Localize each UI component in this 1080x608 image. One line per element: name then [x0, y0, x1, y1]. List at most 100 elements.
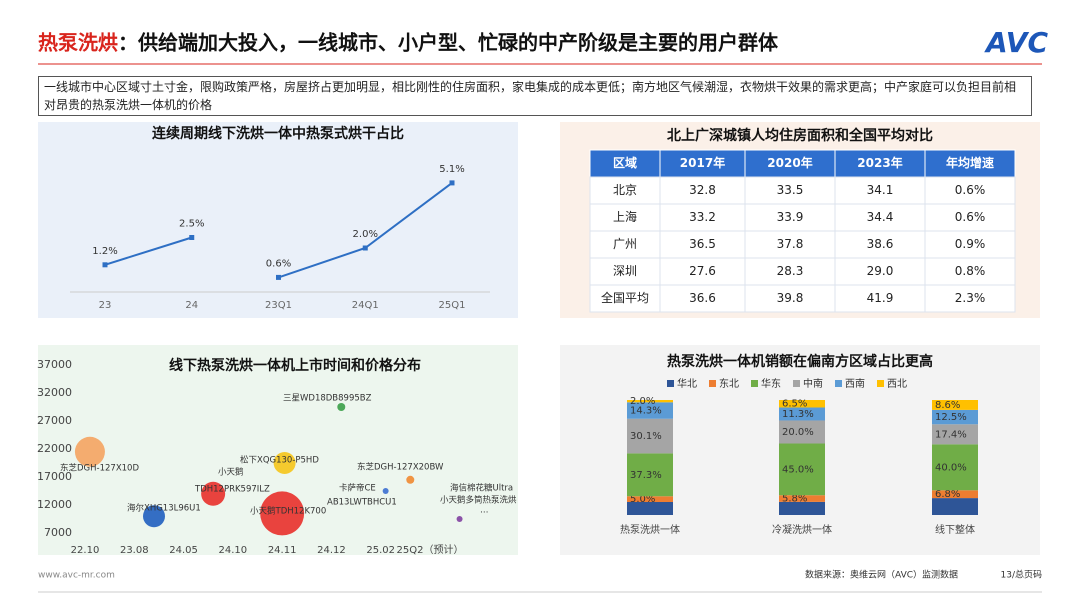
point — [189, 235, 195, 240]
legend-swatch — [877, 380, 884, 387]
legend-swatch — [709, 380, 716, 387]
legend-label: 西南 — [845, 377, 865, 390]
table-cell — [589, 284, 661, 313]
x-tick-label: 24Q1 — [352, 300, 379, 311]
bubble — [273, 452, 296, 474]
table-cell-text: 28.3 — [777, 264, 804, 278]
data-label: 2.0% — [630, 396, 655, 407]
logo: AVC — [984, 26, 1048, 59]
bar-segment — [779, 495, 825, 502]
data-label: 11.3% — [782, 409, 814, 420]
data-label: 17.4% — [935, 429, 967, 440]
table-cell-text: 41.9 — [867, 291, 894, 305]
x-tick-label: 25.02 — [366, 545, 395, 556]
point — [449, 180, 455, 186]
data-label: 5.8% — [782, 494, 807, 505]
data-label: 12.5% — [935, 412, 967, 423]
table-cell-text: 39.8 — [777, 291, 804, 305]
data-label: 5.0% — [630, 494, 655, 505]
data-label: 40.0% — [935, 462, 967, 473]
legend-swatch — [751, 380, 758, 387]
data-label: 5.1% — [439, 164, 464, 175]
table-cell-text: 广州 — [613, 237, 637, 251]
table-cell-text: 北京 — [613, 183, 637, 197]
table-cell — [924, 176, 1016, 205]
legend-label: 东北 — [719, 377, 739, 390]
table-cell — [924, 257, 1016, 286]
table-header: 2017年 — [680, 155, 725, 170]
table-cell-text: 34.1 — [867, 183, 894, 197]
table-cell-text: 27.6 — [689, 264, 716, 278]
table-cell — [834, 176, 926, 205]
data-label: 45.0% — [782, 464, 814, 475]
point-label: 小天鹅TDH12K700 — [250, 506, 326, 517]
table-title: 北上广深城镇人均住房面积和全国平均对比 — [667, 127, 933, 144]
data-label: 2.5% — [179, 219, 204, 230]
panel — [38, 122, 518, 318]
table-cell — [834, 284, 926, 313]
legend-label: 西北 — [887, 378, 907, 390]
y-tick-label: 27000 — [37, 414, 72, 427]
table-cell-text: 33.5 — [777, 183, 804, 197]
table-header: 区域 — [613, 155, 637, 170]
y-tick-label: 17000 — [37, 470, 72, 483]
point — [102, 262, 108, 268]
bar-segment — [932, 400, 978, 410]
table-cell — [659, 203, 746, 232]
bubble — [406, 475, 415, 484]
title-highlight: 热泵洗烘 — [38, 31, 118, 55]
table-cell-text: 36.5 — [689, 237, 716, 251]
legend-label: 华东 — [761, 377, 781, 390]
bubble — [382, 488, 389, 494]
table-cell-text: 0.6% — [955, 183, 986, 197]
y-tick-label: 37000 — [37, 358, 72, 371]
table-cell — [659, 284, 746, 313]
bar-segment — [932, 424, 978, 445]
bar-segment — [779, 400, 825, 408]
bubble — [456, 516, 463, 522]
data-label: 14.3% — [630, 406, 662, 417]
data-label: 8.6% — [935, 400, 960, 411]
line — [104, 236, 193, 266]
legend-label: 中南 — [803, 377, 823, 390]
data-label: 1.2% — [92, 246, 117, 257]
legend-swatch — [667, 380, 674, 387]
bar-segment — [779, 407, 825, 421]
point-label: 松下XQG130-P5HD — [240, 455, 319, 466]
x-tick-label: 24.05 — [169, 545, 198, 556]
bar-segment — [932, 444, 978, 491]
bubble — [143, 505, 165, 528]
x-tick-label: 线下整体 — [935, 523, 975, 536]
data-label: 20.0% — [782, 427, 814, 438]
bar-segment — [779, 443, 825, 496]
table-cell — [924, 230, 1016, 259]
point-label: 三星WD18DB8995BZ — [283, 394, 372, 404]
table-cell — [659, 230, 746, 259]
table-cell-text: 36.6 — [689, 291, 716, 305]
table-cell-text: 0.9% — [955, 237, 986, 251]
bar-segment — [627, 402, 673, 419]
table-header-cell — [589, 149, 661, 178]
point-label: TDH12PRK597ILZ — [194, 485, 270, 495]
chart-title: 连续周期线下洗烘一体中热泵式烘干占比 — [152, 125, 404, 142]
footer-site: www.avc-mr.com — [38, 571, 115, 581]
table-cell — [924, 203, 1016, 232]
y-tick-label: 12000 — [37, 498, 72, 511]
point-label: 东芝DGH-127X10D — [60, 463, 139, 474]
x-tick-label: 25Q2（预计） — [397, 543, 464, 556]
table-cell-text: 34.4 — [867, 210, 894, 224]
data-label: 6.8% — [935, 489, 960, 500]
x-tick-label: 冷凝洗烘一体 — [772, 523, 832, 536]
x-tick-label: 24.10 — [219, 545, 248, 556]
footer-source: 数据来源：奥维云网（AVC）监测数据 — [805, 569, 958, 581]
point-label: 小天鹅 — [218, 467, 244, 478]
table-cell-text: 上海 — [613, 209, 637, 224]
bar-segment — [779, 420, 825, 444]
table-cell-text: 29.0 — [867, 264, 894, 278]
bar-segment — [932, 498, 978, 515]
x-tick-label: 24.11 — [268, 545, 297, 556]
bubble — [260, 491, 305, 536]
table-cell-text: 0.8% — [955, 264, 986, 278]
bubble — [337, 403, 346, 411]
